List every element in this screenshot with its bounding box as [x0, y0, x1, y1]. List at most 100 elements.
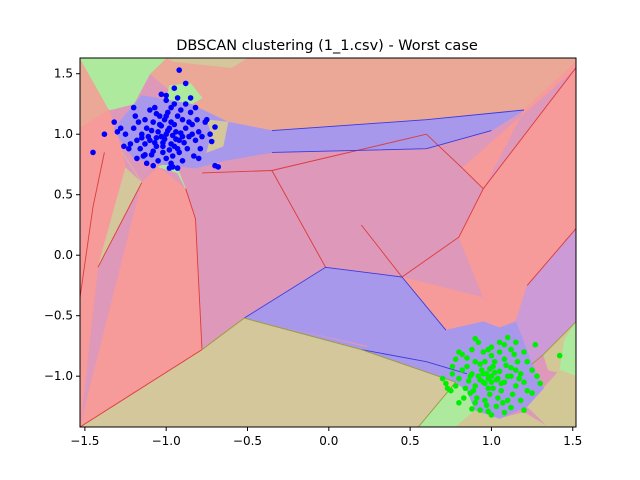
data-point	[181, 139, 187, 146]
y-tick-label: 1.0	[54, 127, 73, 141]
data-point	[513, 339, 519, 346]
data-point	[152, 139, 158, 146]
data-point	[148, 127, 155, 134]
voronoi-regions	[80, 58, 576, 427]
data-point	[168, 119, 174, 125]
chart-title: DBSCAN clustering (1_1.csv) - Worst case	[176, 38, 478, 54]
data-point	[503, 362, 509, 369]
data-point	[462, 385, 469, 392]
data-point	[114, 129, 121, 135]
data-point	[529, 367, 535, 373]
data-point	[461, 395, 467, 401]
data-point	[194, 116, 200, 123]
data-point	[121, 143, 127, 150]
data-point	[179, 116, 186, 123]
data-point	[155, 129, 161, 135]
data-point	[137, 145, 143, 152]
data-point	[480, 349, 487, 355]
data-point	[168, 104, 174, 111]
data-point	[470, 387, 477, 394]
data-point	[501, 356, 508, 363]
data-point	[142, 152, 148, 158]
region-edge-1	[201, 170, 326, 268]
data-point	[192, 137, 199, 144]
data-point	[189, 131, 195, 137]
data-point	[111, 119, 117, 125]
data-point	[513, 383, 519, 389]
data-point	[472, 400, 479, 406]
data-point	[165, 127, 171, 134]
data-point	[101, 131, 108, 137]
data-point	[487, 366, 493, 372]
data-point	[480, 371, 487, 377]
data-point	[171, 85, 178, 91]
data-point	[192, 104, 199, 111]
data-point	[150, 119, 156, 125]
data-point	[465, 378, 472, 384]
data-point	[508, 346, 514, 353]
data-point	[212, 124, 218, 130]
data-point	[501, 409, 508, 416]
data-point	[496, 339, 503, 346]
data-point	[208, 138, 215, 145]
data-point	[207, 131, 213, 137]
data-point	[508, 364, 514, 371]
data-point	[163, 92, 169, 99]
data-point	[456, 400, 462, 406]
data-point	[493, 403, 500, 410]
x-tick-label: 0.0	[319, 434, 338, 448]
data-point	[521, 379, 527, 386]
y-tick-label: 0.0	[54, 248, 73, 262]
data-point	[169, 164, 176, 170]
data-point	[153, 110, 160, 117]
data-point	[145, 133, 152, 140]
data-point	[135, 119, 142, 125]
data-point	[491, 369, 498, 376]
data-point	[197, 145, 204, 152]
data-point	[127, 141, 134, 147]
data-point	[122, 131, 129, 137]
data-point	[485, 346, 492, 353]
data-point	[508, 404, 514, 411]
data-point	[482, 358, 488, 365]
data-point	[508, 373, 514, 380]
data-point	[490, 385, 496, 392]
data-point	[496, 368, 503, 375]
x-tick-label: 1.0	[482, 434, 501, 448]
data-point	[482, 397, 488, 404]
region-edge-8	[243, 266, 447, 331]
data-point	[452, 356, 459, 363]
data-point	[174, 113, 181, 119]
data-point	[130, 125, 137, 131]
data-point	[495, 375, 501, 382]
data-point	[171, 143, 178, 150]
data-point	[524, 387, 530, 394]
y-tick-label: −1.0	[44, 369, 73, 383]
data-point	[467, 373, 474, 380]
data-point	[176, 67, 182, 73]
region-edge-10	[271, 109, 525, 132]
voronoi-edges	[80, 67, 576, 427]
data-point	[179, 133, 186, 140]
region-edge-11	[271, 130, 492, 153]
data-point	[500, 400, 506, 406]
data-point	[143, 160, 150, 167]
data-point	[475, 339, 482, 346]
data-point	[459, 351, 466, 358]
region-2	[166, 58, 249, 69]
data-point	[169, 153, 176, 159]
data-point	[491, 358, 498, 365]
region-edge-7	[526, 228, 576, 286]
data-point	[158, 91, 165, 98]
data-point	[155, 158, 161, 164]
data-point	[534, 373, 540, 380]
data-point	[174, 165, 181, 171]
data-point	[176, 149, 182, 156]
y-tick-label: −0.5	[44, 309, 73, 323]
data-point	[521, 407, 527, 413]
data-point	[143, 125, 150, 131]
data-point	[184, 145, 191, 152]
data-point	[142, 141, 148, 147]
x-tick-label: 0.5	[401, 434, 420, 448]
